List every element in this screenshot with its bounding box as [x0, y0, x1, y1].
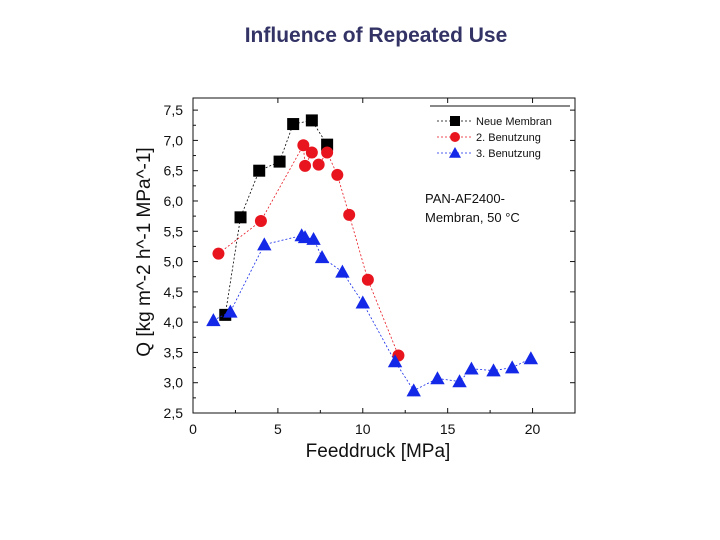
chart-title: Influence of Repeated Use [244, 24, 508, 47]
x-tick-label: 15 [440, 421, 456, 437]
data-point-circle [212, 247, 225, 260]
y-tick-label: 5,5 [164, 223, 184, 239]
y-tick-label: 6,0 [164, 193, 184, 209]
x-tick-label: 5 [274, 421, 282, 437]
data-point-triangle [223, 304, 238, 318]
axes: 2,5 3,0 3,5 4,0 4,5 5,0 5,5 6,0 6,5 7,0 7,5 0 5 10 15 2… [134, 97, 576, 437]
data-point-square [253, 164, 266, 177]
data-point-square [305, 114, 318, 127]
data-point-circle [361, 273, 374, 286]
y-tick-label: 7,0 [164, 132, 184, 148]
data-series [206, 114, 539, 397]
x-axis-label: Feeddruck [MPa] [306, 441, 451, 462]
y-tick-label: 6,5 [164, 163, 184, 179]
y-tick-label: 7,5 [164, 102, 184, 118]
data-point-triangle [257, 237, 272, 251]
plot-frame [192, 97, 576, 414]
data-point-circle [321, 146, 334, 159]
y-tick-label: 5,0 [164, 254, 184, 270]
data-point-square [273, 155, 286, 168]
data-point-circle [297, 139, 310, 152]
series-line-2 [213, 235, 532, 392]
data-point-circle [331, 168, 344, 181]
data-point-triangle [406, 383, 421, 397]
legend-marker-circle [450, 132, 460, 142]
annotation-line-2: Membran, 50 °C [425, 210, 520, 225]
data-point-circle [299, 159, 312, 172]
data-point-square [287, 118, 300, 131]
y-tick-label: 2,5 [164, 405, 184, 421]
legend-label: Neue Membran [476, 116, 552, 128]
data-point-triangle [314, 250, 330, 264]
legend-label: 3. Benutzung [476, 148, 541, 160]
data-point-triangle [387, 354, 403, 368]
series-line-1 [218, 143, 399, 356]
data-point-triangle [523, 351, 539, 365]
legend-marker-square [450, 116, 460, 126]
data-point-triangle [504, 360, 520, 374]
data-point-triangle [430, 371, 445, 385]
data-point-triangle [486, 363, 501, 377]
data-point-triangle [297, 230, 313, 244]
annotation-line-1: PAN-AF2400- [425, 191, 505, 206]
data-point-triangle [464, 361, 479, 375]
y-tick-label: 3,0 [164, 375, 184, 391]
data-point-triangle [335, 264, 350, 278]
x-tick-label: 20 [525, 421, 541, 437]
y-axis-label: Q [kg m^-2 h^-1 MPa^-1] [134, 147, 155, 356]
data-point-circle [305, 146, 318, 159]
legend-marker-triangle [449, 147, 461, 158]
legend: Neue Membran 2. Benutzung 3. Benutzung [430, 105, 570, 160]
y-tick-label: 4,0 [164, 314, 184, 330]
data-point-triangle [452, 374, 467, 388]
data-point-triangle [355, 295, 370, 309]
x-tick-label: 10 [355, 421, 371, 437]
data-point-circle [312, 158, 325, 171]
y-tick-label: 4,5 [164, 284, 184, 300]
data-point-triangle [306, 231, 321, 245]
data-point-triangle [206, 313, 221, 327]
x-tick-label: 0 [189, 421, 197, 437]
data-point-square [234, 211, 247, 224]
data-point-circle [343, 208, 356, 221]
legend-label: 2. Benutzung [476, 132, 541, 144]
y-tick-label: 3,5 [164, 344, 184, 360]
data-point-circle [254, 214, 267, 227]
